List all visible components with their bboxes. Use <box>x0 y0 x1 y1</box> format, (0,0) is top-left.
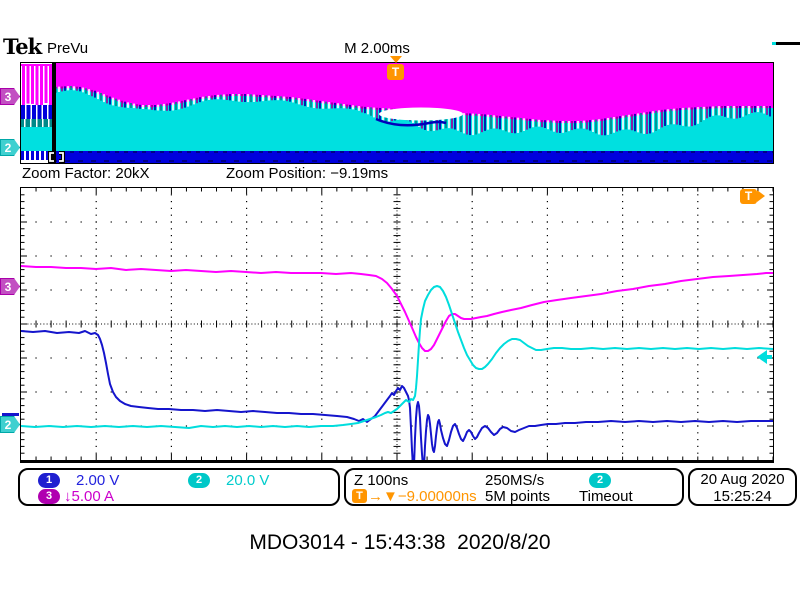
cyan-dash <box>772 42 776 45</box>
zoom-waveform-plot <box>21 188 773 460</box>
trigger-position-marker-overview: T <box>387 56 405 83</box>
main-timebase-label: M 2.00ms <box>344 40 410 57</box>
trigger-t-badge: T <box>352 489 367 503</box>
trigger-position-marker: T <box>740 189 766 204</box>
ch1-scale-readout: 2.00 V <box>76 472 120 489</box>
trigger-level-arrow <box>752 350 772 364</box>
capture-caption: MDO3014 - 15:43:38 2020/8/20 <box>249 531 551 554</box>
overview-waveform-plot <box>21 63 773 163</box>
trigger-mode-readout: Timeout <box>579 488 633 505</box>
ch3-scale-readout: ↓5.00 A <box>64 488 115 505</box>
ch2-position-marker-overview: 2 <box>0 139 20 156</box>
left-arrow-icon <box>757 350 767 364</box>
trigger-t-icon: T <box>740 189 757 204</box>
black-dash <box>776 42 800 45</box>
trigger-delay-readout: →▼−9.00000ns <box>368 488 477 505</box>
top-right-dash <box>772 42 800 45</box>
zoom-factor-readout: Zoom Factor: 20kX <box>22 165 150 182</box>
horizontal-trigger-readout-box: Z 100ns T →▼−9.00000ns 250MS/s 5M points… <box>344 468 684 506</box>
trigger-right-arrow-icon <box>757 190 765 202</box>
ch3-badge: 3 <box>38 489 60 504</box>
sample-rate-readout: 250MS/s <box>485 472 545 489</box>
channel-readout-box: 1 2.00 V 2 20.0 V 3 ↓5.00 A <box>18 468 340 506</box>
date-readout: 20 Aug 2020 <box>700 471 785 488</box>
zoom-position-readout: Zoom Position: −9.19ms <box>226 165 389 182</box>
ch3-position-marker: 3 <box>0 278 20 295</box>
datetime-box: 20 Aug 2020 15:25:24 <box>688 468 797 506</box>
arrow-tail <box>766 355 772 359</box>
record-length-readout: 5M points <box>485 488 551 505</box>
trigger-source-badge: 2 <box>589 473 611 488</box>
zoom-waveform-window: T <box>20 187 774 463</box>
ch1-position-marker <box>2 413 19 416</box>
acquisition-mode-label: PreVu <box>47 40 89 57</box>
zoom-scale-readout: Z 100ns <box>354 472 409 489</box>
ch2-scale-readout: 20.0 V <box>226 472 270 489</box>
ch2-position-marker: 2 <box>0 416 20 433</box>
time-readout: 15:25:24 <box>713 488 772 505</box>
ch2-badge: 2 <box>188 473 210 488</box>
record-overview-window: T <box>20 56 774 164</box>
trigger-t-icon: T <box>387 64 404 80</box>
trigger-arrow-icon <box>390 56 402 63</box>
ch3-position-marker-overview: 3 <box>0 88 20 105</box>
ch1-badge: 1 <box>38 473 60 488</box>
tek-logo: Tek <box>3 34 42 59</box>
